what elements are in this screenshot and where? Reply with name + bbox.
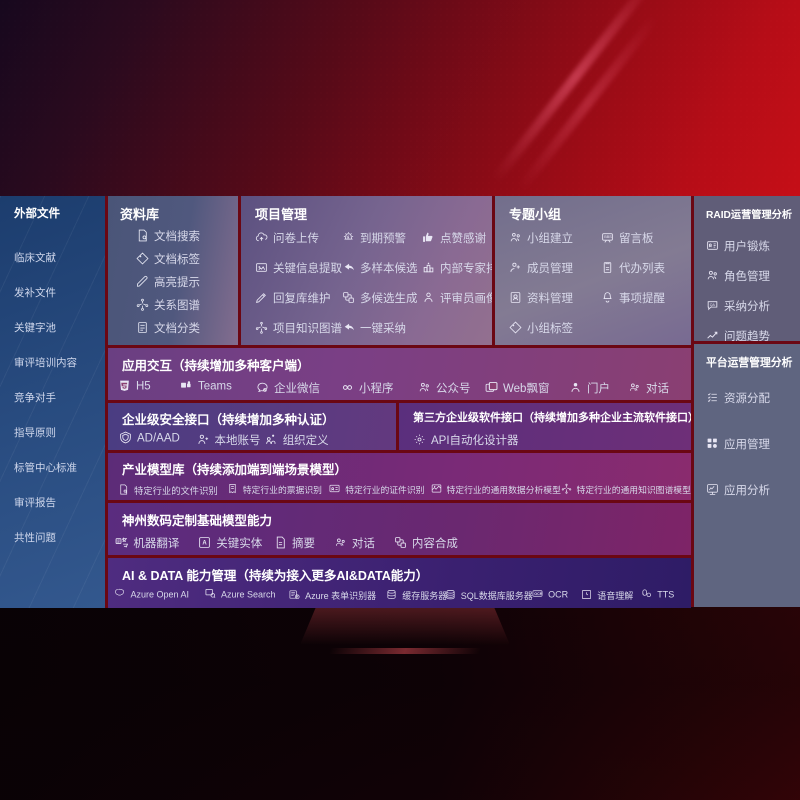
svg-text:A: A bbox=[203, 540, 208, 546]
svg-text:BBS: BBS bbox=[604, 235, 612, 239]
svg-text:译: 译 bbox=[117, 538, 121, 543]
svg-text:QA: QA bbox=[710, 302, 716, 306]
svg-text:OCR: OCR bbox=[534, 592, 542, 596]
